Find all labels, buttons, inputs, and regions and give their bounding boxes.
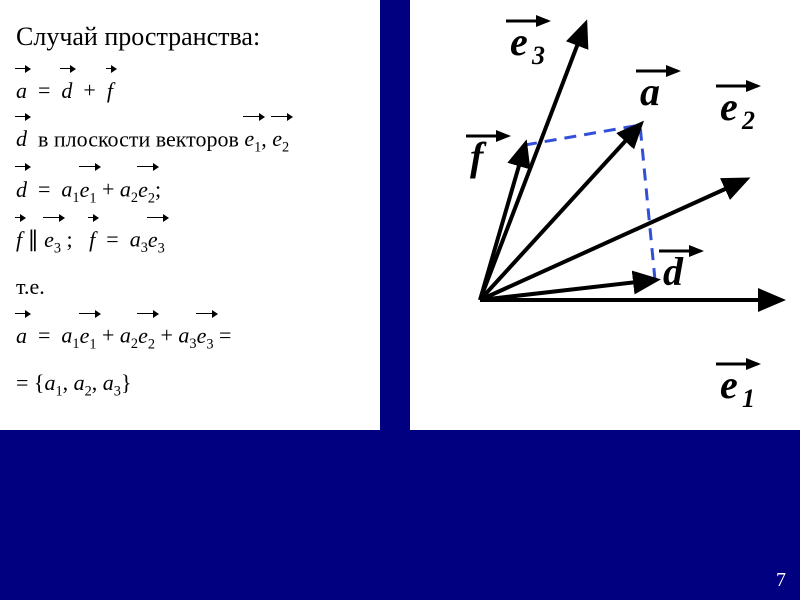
label-e2: e2: [716, 84, 758, 135]
svg-text:1: 1: [742, 384, 755, 413]
svg-text:2: 2: [741, 106, 755, 135]
label-a: a: [636, 69, 678, 114]
formula-line-6: = {a1, a2, a3}: [16, 362, 372, 406]
left-panel: Случай пространства: a = d + f d в плоско…: [0, 0, 380, 430]
dashed-line-1: [640, 125, 655, 280]
svg-text:f: f: [470, 134, 487, 179]
label-f: f: [466, 134, 508, 179]
svg-text:e: e: [720, 362, 738, 407]
label-d: d: [659, 249, 701, 294]
svg-text:d: d: [663, 249, 684, 294]
formula-line-3: f ∥ e3 ; f = a3e3: [16, 216, 372, 262]
formula-line-0: a = d + f: [16, 67, 372, 111]
formula-line-1: d в плоскости векторов e1, e2: [16, 116, 372, 162]
heading: Случай пространства:: [16, 12, 372, 61]
svg-text:e: e: [720, 84, 738, 129]
formula-line-2: d = a1e1 + a2e2;: [16, 166, 372, 212]
svg-text:e: e: [510, 19, 528, 64]
vector-diagram: e1e2e3fda: [410, 0, 800, 430]
svg-text:a: a: [640, 69, 660, 114]
formula-line-5: a = a1e1 + a2e2 + a3e3 =: [16, 312, 372, 358]
formula-line-4: т.е.: [16, 266, 372, 308]
page-number: 7: [776, 569, 786, 592]
slide: Случай пространства: a = d + f d в плоско…: [0, 0, 800, 600]
formula-block: a = d + f d в плоскости векторов e1, e2d …: [16, 67, 372, 405]
label-e3: e3: [506, 19, 548, 70]
label-e1: e1: [716, 362, 758, 413]
svg-text:3: 3: [531, 41, 545, 70]
right-panel: e1e2e3fda: [410, 0, 800, 430]
